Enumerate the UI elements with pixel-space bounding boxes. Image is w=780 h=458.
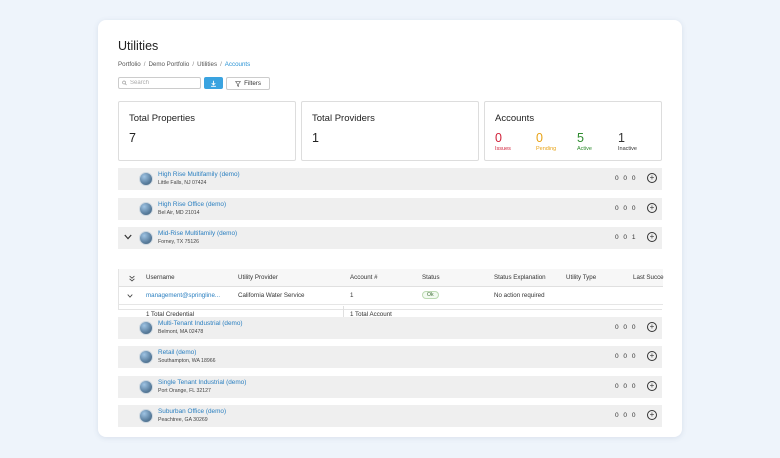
active-label: Active [577,146,592,152]
filter-icon [235,80,242,87]
add-icon[interactable]: + [647,410,657,420]
col-utility-provider[interactable]: Utility Provider [238,274,278,281]
total-properties-value: 7 [129,131,136,145]
search-box[interactable] [118,77,201,89]
property-name[interactable]: Mid-Rise Multifamily (demo) [158,230,238,237]
filters-button[interactable]: Filters [226,77,270,90]
download-icon [211,80,216,87]
col-username[interactable]: Username [146,274,175,281]
breadcrumb-accounts: Accounts [224,61,251,68]
property-row[interactable]: Multi-Tenant Industrial (demo) Belmont, … [118,317,662,339]
total-providers-card: Total Providers 1 [301,101,479,161]
accounts-subtable: Username Utility Provider Account # Stat… [118,269,664,323]
status-explanation-value: No action required [494,292,545,299]
breadcrumb-demo-portfolio[interactable]: Demo Portfolio [148,61,190,68]
search-input[interactable] [130,80,200,86]
utility-provider-value: California Water Service [238,292,305,299]
add-icon[interactable]: + [647,173,657,183]
accounts-label: Accounts [495,113,535,124]
col-last-success[interactable]: Last Succe [633,274,664,281]
property-avatar [139,409,153,423]
property-avatar [139,172,153,186]
property-counts: 0 0 0 [615,324,636,331]
property-avatar [139,350,153,364]
page-title: Utilities [118,39,159,53]
active-count: 5 [577,131,584,145]
property-avatar [139,380,153,394]
property-name[interactable]: Suburban Office (demo) [158,408,227,415]
property-name[interactable]: High Rise Office (demo) [158,201,227,208]
property-address: Forney, TX 75126 [158,239,200,245]
property-name[interactable]: Multi-Tenant Industrial (demo) [158,320,243,327]
add-icon[interactable]: + [647,381,657,391]
property-row-expanded[interactable]: Mid-Rise Multifamily (demo) Forney, TX 7… [118,227,662,249]
issues-count: 0 [495,131,502,145]
breadcrumb-portfolio[interactable]: Portfolio [118,61,141,68]
property-address: Bel Air, MD 21014 [158,210,200,216]
col-account-number[interactable]: Account # [350,274,378,281]
property-counts: 0 0 0 [615,383,636,390]
property-counts: 0 0 1 [615,234,636,241]
filters-label: Filters [244,80,261,87]
subtable-header: Username Utility Provider Account # Stat… [119,269,664,287]
property-avatar [139,202,153,216]
add-icon[interactable]: + [647,351,657,361]
property-address: Port Orange, FL 32127 [158,388,211,394]
property-row[interactable]: Suburban Office (demo) Peachtree, GA 302… [118,405,662,427]
property-avatar [139,321,153,335]
issues-label: Issues [495,146,511,152]
accounts-active[interactable]: 5 Active [577,131,592,153]
col-utility-type[interactable]: Utility Type [566,274,597,281]
main-card: Utilities Portfolio / Demo Portfolio / Uti… [98,20,682,437]
col-status[interactable]: Status [422,274,440,281]
property-address: Southampton, WA 18966 [158,358,216,364]
chevron-down-icon[interactable] [124,234,132,240]
property-counts: 0 0 0 [615,353,636,360]
property-address: Belmont, MA 02478 [158,329,204,335]
property-counts: 0 0 0 [615,175,636,182]
footer-divider [343,306,344,323]
add-icon[interactable]: + [647,203,657,213]
total-providers-label: Total Providers [312,113,375,124]
username-link[interactable]: management@springline... [146,292,221,299]
accounts-card: Accounts 0 Issues 0 Pending 5 Active 1 I… [484,101,662,161]
property-row[interactable]: Single Tenant Industrial (demo) Port Ora… [118,376,662,398]
inactive-label: Inactive [618,146,637,152]
property-address: Peachtree, GA 30269 [158,417,208,423]
total-credentials: 1 Total Credential [146,311,195,318]
property-row[interactable]: Retail (demo) Southampton, WA 18966 0 0 … [118,346,662,368]
breadcrumb: Portfolio / Demo Portfolio / Utilities / Ac… [118,61,251,68]
property-counts: 0 0 0 [615,205,636,212]
property-counts: 0 0 0 [615,412,636,419]
property-avatar [139,231,153,245]
property-name[interactable]: Retail (demo) [158,349,197,356]
status-badge: Ok [422,291,439,299]
property-name[interactable]: Single Tenant Industrial (demo) [158,379,247,386]
col-status-explanation[interactable]: Status Explanation [494,274,546,281]
property-row[interactable]: High Rise Office (demo) Bel Air, MD 2101… [118,198,662,220]
table-row[interactable]: management@springline... California Wate… [119,287,663,305]
breadcrumb-utilities[interactable]: Utilities [197,61,218,68]
total-providers-value: 1 [312,131,319,145]
status-badge-label: Ok [422,291,439,299]
total-properties-label: Total Properties [129,113,196,124]
double-chevron-icon[interactable] [129,275,135,282]
property-row[interactable]: High Rise Multifamily (demo) Little Fall… [118,168,662,190]
accounts-issues[interactable]: 0 Issues [495,131,511,153]
search-icon [122,80,127,86]
inactive-count: 1 [618,131,625,145]
total-properties-card: Total Properties 7 [118,101,296,161]
property-address: Little Falls, NJ 07424 [158,180,207,186]
pending-count: 0 [536,131,543,145]
accounts-inactive[interactable]: 1 Inactive [618,131,637,153]
pending-label: Pending [536,146,557,152]
account-number-value: 1 [350,292,354,299]
add-icon[interactable]: + [647,322,657,332]
add-icon[interactable]: + [647,232,657,242]
accounts-pending[interactable]: 0 Pending [536,131,557,153]
total-accounts: 1 Total Account [350,311,392,318]
chevron-down-icon[interactable] [127,294,133,298]
download-button[interactable] [204,77,223,89]
property-name[interactable]: High Rise Multifamily (demo) [158,171,240,178]
